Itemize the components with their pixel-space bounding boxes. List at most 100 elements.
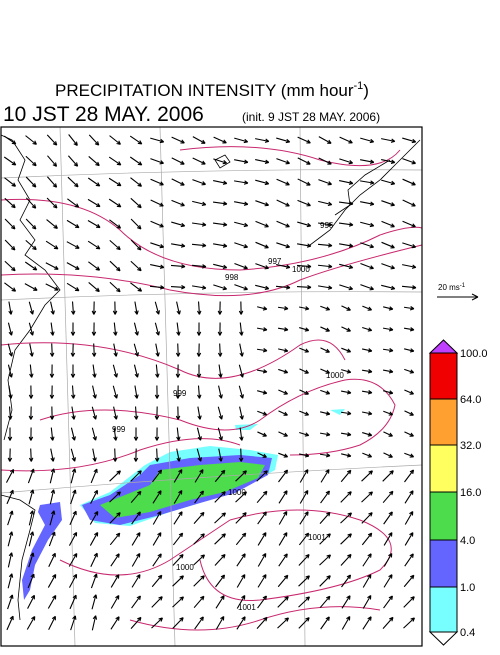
wind-arrow [317,264,333,269]
wind-arrow [193,533,205,545]
wind-arrow [298,453,310,458]
wind-arrow [173,511,183,525]
wind-arrow [276,158,290,165]
wind-arrow [339,136,353,144]
wind-arrow [154,301,160,315]
wind-arrow [278,553,288,567]
wind-arrow [278,410,288,416]
wind-arrow [155,343,160,357]
wind-arrow [339,243,354,248]
wind-arrow [109,135,121,145]
wind-arrow [255,263,269,270]
wind-arrow [28,385,34,399]
wind-arrow [215,616,225,630]
wind-arrow [217,301,223,315]
wind-arrow [239,427,244,441]
wind-arrow [234,263,248,270]
wind-arrow [361,532,373,546]
wind-arrow [298,617,310,629]
wind-arrow [175,406,181,420]
wind-arrow [277,306,289,311]
title-sup: -1 [354,80,364,92]
wind-arrow [196,322,202,336]
wind-arrow [197,385,202,399]
wind-arrow [383,553,393,567]
wind-arrow [7,448,13,462]
wind-arrow [91,427,97,441]
wind-arrow [194,490,204,504]
wind-arrow [381,200,395,207]
wind-arrow [70,448,76,462]
colorbar-bottom [428,631,459,646]
wind-arrow [197,406,202,420]
wind-arrow [257,553,267,567]
wind-arrow [176,448,181,462]
wind-arrow [150,199,164,207]
colorbar-label: 1.0 [460,582,475,594]
wind-arrow [45,262,59,270]
wind-arrow [236,616,246,630]
wind-arrow [90,489,98,504]
wind-arrow [383,431,393,437]
wind-arrow [133,406,139,420]
wind-arrow [91,594,98,610]
wind-arrow [6,615,14,631]
wind-arrow [66,219,80,229]
wind-arrow [381,284,396,291]
wind-arrow [381,138,396,143]
wind-arrow [152,532,162,546]
wind-arrow [299,469,309,483]
wind-arrow [88,156,100,167]
wind-arrow [403,306,415,311]
wind-arrow [234,201,249,206]
wind-arrow [404,389,415,395]
wind-arrow [92,448,97,462]
wind-arrow [45,240,59,250]
wind-arrow [278,511,288,525]
wind-arrow [278,469,289,483]
wind-arrow [297,178,311,186]
wind-arrow [235,532,247,546]
wind-arrow [234,137,249,144]
colorbar: 100.0 64.0 32.0 16.0 4.0 1.0 0.4 [428,339,488,646]
wind-arrow [28,510,35,526]
wind-arrow [382,369,394,374]
wind-arrow [236,574,246,588]
wind-arrow [235,512,247,524]
wind-arrow [404,469,415,483]
wind-arrow [48,615,56,630]
wind-arrow [360,180,375,185]
wind-arrow [236,553,246,567]
wind-arrow [404,410,414,416]
wind-arrow [28,552,35,568]
wind-arrow [402,158,416,165]
wind-arrow [320,347,330,353]
wind-arrow [298,306,310,311]
wind-arrow [297,199,311,207]
wind-arrow [403,596,415,608]
wind-arrow [196,448,202,462]
wind-arrow [130,282,143,292]
wind-arrow [404,532,414,546]
wind-arrow [50,301,55,315]
wind-arrow [404,368,415,374]
wind-arrow [5,468,15,483]
wind-arrow [4,260,16,272]
wind-arrow [299,410,310,416]
wind-arrow [382,470,394,482]
wind-arrow [320,490,330,504]
scale-arrow: 20 ms-1 [437,283,479,301]
wind-arrow [236,595,246,609]
wind-arrow [192,136,206,144]
wind-arrow [110,595,120,609]
isobars [0,146,423,631]
colorbar-swatch [429,539,458,588]
title: PRECIPITATION INTENSITY (mm hour-1) [55,80,369,100]
wind-arrow [192,285,207,290]
wind-arrow [191,264,207,269]
title-end: ) [363,81,369,100]
wind-arrow [7,573,14,589]
wind-arrow [381,241,395,249]
wind-arrow [255,220,269,228]
